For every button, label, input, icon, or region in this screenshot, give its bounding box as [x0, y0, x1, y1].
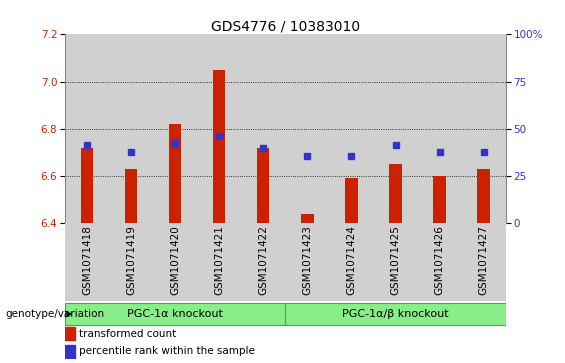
- Bar: [477, 169, 490, 223]
- Bar: [462, 34, 506, 223]
- Bar: [285, 223, 329, 301]
- Bar: [65, 34, 109, 223]
- Bar: [153, 34, 197, 223]
- Text: GSM1071426: GSM1071426: [434, 225, 445, 295]
- Text: PGC-1α/β knockout: PGC-1α/β knockout: [342, 309, 449, 319]
- Bar: [213, 70, 225, 223]
- Bar: [433, 176, 446, 223]
- Bar: [197, 223, 241, 301]
- Bar: [125, 169, 137, 223]
- Bar: [169, 124, 181, 223]
- Text: GSM1071418: GSM1071418: [82, 225, 92, 295]
- Text: GSM1071424: GSM1071424: [346, 225, 357, 295]
- Text: transformed count: transformed count: [79, 329, 176, 339]
- Bar: [109, 223, 153, 301]
- Bar: [301, 214, 314, 223]
- Bar: [81, 148, 93, 223]
- FancyBboxPatch shape: [65, 303, 285, 326]
- Bar: [109, 34, 153, 223]
- Bar: [418, 223, 462, 301]
- Bar: [285, 34, 329, 223]
- Bar: [373, 34, 418, 223]
- Bar: [65, 327, 75, 340]
- Text: genotype/variation: genotype/variation: [6, 309, 105, 319]
- Bar: [65, 344, 75, 358]
- Bar: [197, 34, 241, 223]
- Bar: [257, 148, 270, 223]
- Bar: [462, 223, 506, 301]
- Text: percentile rank within the sample: percentile rank within the sample: [79, 346, 255, 356]
- Title: GDS4776 / 10383010: GDS4776 / 10383010: [211, 19, 360, 33]
- Text: PGC-1α knockout: PGC-1α knockout: [127, 309, 223, 319]
- Bar: [153, 223, 197, 301]
- Text: GSM1071425: GSM1071425: [390, 225, 401, 295]
- Bar: [329, 34, 373, 223]
- Text: GSM1071427: GSM1071427: [479, 225, 489, 295]
- Text: GSM1071423: GSM1071423: [302, 225, 312, 295]
- Text: GSM1071421: GSM1071421: [214, 225, 224, 295]
- Text: GSM1071419: GSM1071419: [126, 225, 136, 295]
- FancyBboxPatch shape: [285, 303, 506, 326]
- Bar: [418, 34, 462, 223]
- Bar: [389, 164, 402, 223]
- Bar: [329, 223, 373, 301]
- Text: GSM1071422: GSM1071422: [258, 225, 268, 295]
- Bar: [241, 34, 285, 223]
- Bar: [345, 179, 358, 223]
- Text: GSM1071420: GSM1071420: [170, 225, 180, 294]
- Bar: [241, 223, 285, 301]
- Bar: [373, 223, 418, 301]
- Bar: [65, 223, 109, 301]
